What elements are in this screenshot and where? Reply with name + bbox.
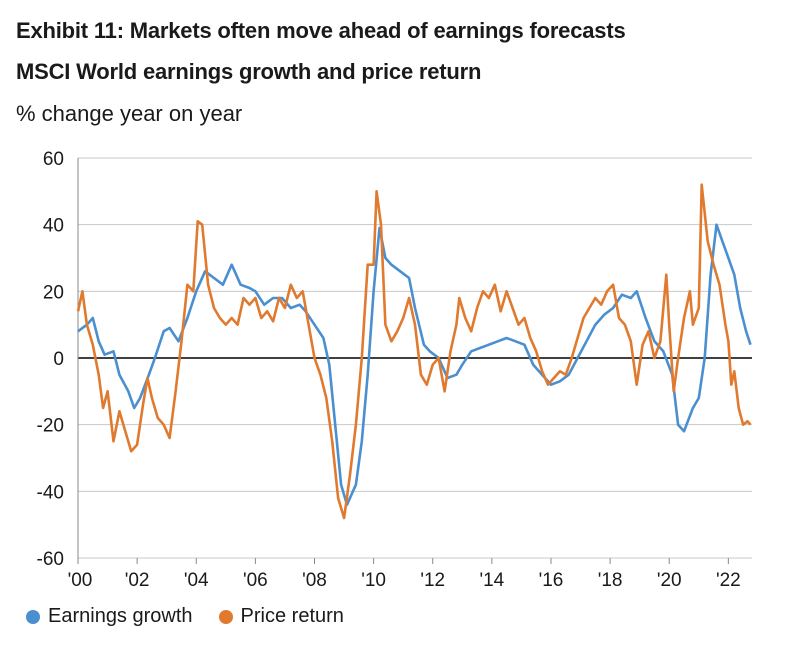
y-tick-label: 0	[53, 349, 64, 370]
legend-item-price: Price return	[218, 605, 344, 628]
x-tick-label: '10	[361, 570, 386, 591]
y-tick-label: -20	[37, 416, 64, 437]
legend-label-price: Price return	[240, 605, 344, 627]
x-tick-label: '16	[539, 570, 564, 591]
chart-subtitle: MSCI World earnings growth and price ret…	[16, 59, 482, 84]
legend: Earnings growth Price return	[26, 605, 370, 628]
line-chart: 60 40 20 0 -20 -40 -60 '00 '02 '04 '06 '08 '10 '12 '1…	[37, 149, 752, 591]
x-tick-label: '14	[479, 570, 504, 591]
earnings-dot-icon	[26, 609, 40, 624]
legend-item-earnings: Earnings growth	[26, 605, 193, 628]
series-line-price	[76, 183, 752, 520]
x-tick-label: '06	[243, 570, 268, 591]
y-tick-label: 60	[43, 149, 64, 170]
y-tick-label: 20	[43, 282, 64, 303]
x-tick-label: '02	[125, 570, 150, 591]
x-tick-label: '18	[598, 570, 623, 591]
x-tick-label: '04	[184, 570, 209, 591]
legend-label-earnings: Earnings growth	[48, 605, 193, 627]
chart-title: Exhibit 11: Markets often move ahead of …	[16, 18, 626, 43]
price-dot-icon	[218, 609, 233, 624]
y-tick-label: -40	[37, 482, 64, 503]
series-line-earnings	[77, 223, 752, 507]
y-tick-label: 40	[43, 216, 64, 237]
unit-label: % change year on year	[16, 101, 243, 126]
x-tick-label: '08	[302, 570, 327, 591]
x-tick-label: '12	[420, 570, 445, 591]
y-axis-ticks: 60 40 20 0 -20 -40 -60	[37, 149, 64, 570]
x-tick-label: '00	[68, 570, 93, 591]
x-tick-label: '20	[657, 570, 682, 591]
x-axis-ticks: '00 '02 '04 '06 '08 '10 '12 '14 '16 '18 '20 '22	[68, 558, 741, 591]
series-lines	[76, 183, 752, 520]
y-tick-label: -60	[37, 549, 64, 570]
x-tick-label: '22	[716, 570, 741, 591]
